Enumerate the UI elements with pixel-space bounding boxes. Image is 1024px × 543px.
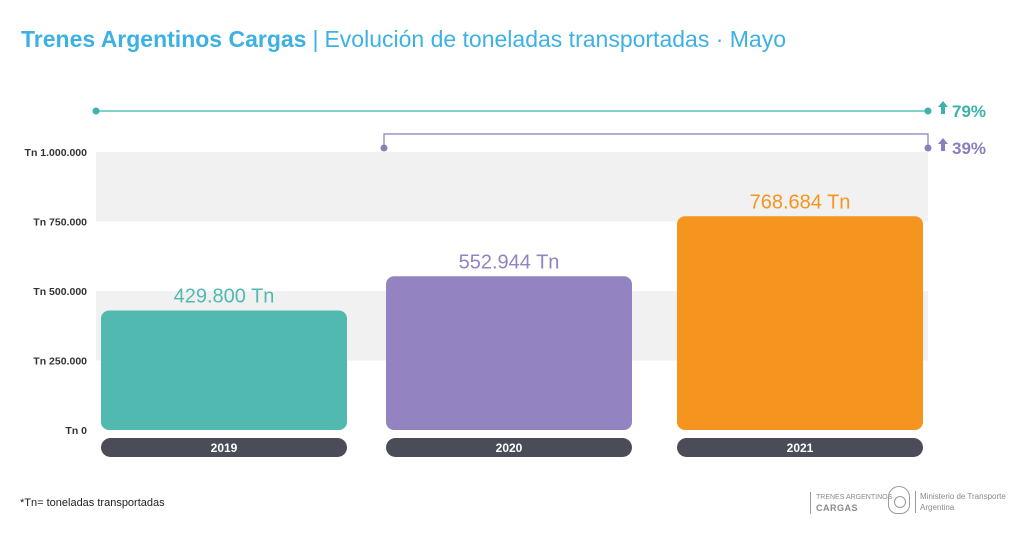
category-pill-2019 bbox=[101, 438, 347, 457]
y-tick-label: Tn 500.000 bbox=[33, 286, 87, 298]
bracket-dot bbox=[92, 107, 100, 115]
category-label-2019: 2019 bbox=[211, 441, 238, 455]
y-tick-label: Tn 1.000.000 bbox=[25, 147, 88, 159]
grid-band bbox=[96, 152, 928, 222]
growth-label-2020-2021: 39% bbox=[952, 139, 986, 158]
title-brand: Trenes Argentinos Cargas bbox=[21, 26, 307, 52]
title-separator: | bbox=[312, 26, 319, 52]
growth-label-2019-2021: 79% bbox=[952, 102, 986, 121]
data-label-2021: 768.684 Tn bbox=[750, 191, 851, 213]
trenes-argentinos-logo: TRENES ARGENTINOS CARGAS bbox=[810, 492, 892, 514]
category-pill-2021 bbox=[677, 438, 923, 457]
y-tick-label: Tn 0 bbox=[65, 425, 87, 437]
bracket-dot bbox=[380, 144, 388, 152]
chart-title: Trenes Argentinos Cargas | Evolución de to… bbox=[21, 26, 786, 53]
coat-of-arms-icon bbox=[888, 486, 910, 514]
bar-2021 bbox=[677, 216, 923, 430]
up-arrow-icon bbox=[938, 138, 948, 151]
footnote: *Tn= toneladas transportadas bbox=[20, 497, 165, 509]
y-tick-label: Tn 250.000 bbox=[33, 356, 87, 368]
category-label-2021: 2021 bbox=[787, 441, 814, 455]
title-subtitle: Evolución de toneladas transportadas · M… bbox=[324, 26, 787, 52]
y-tick-label: Tn 750.000 bbox=[33, 217, 87, 229]
data-label-2019: 429.800 Tn bbox=[174, 286, 275, 308]
bar-2019 bbox=[101, 310, 347, 430]
category-pill-2020 bbox=[386, 438, 632, 457]
bar-2020 bbox=[386, 276, 632, 430]
comparison-bracket-2020-2021 bbox=[383, 133, 929, 148]
bracket-dot bbox=[924, 144, 932, 152]
bracket-dot bbox=[924, 107, 932, 115]
category-label-2020: 2020 bbox=[496, 441, 523, 455]
up-arrow-icon bbox=[938, 101, 948, 114]
data-label-2020: 552.944 Tn bbox=[459, 251, 560, 273]
